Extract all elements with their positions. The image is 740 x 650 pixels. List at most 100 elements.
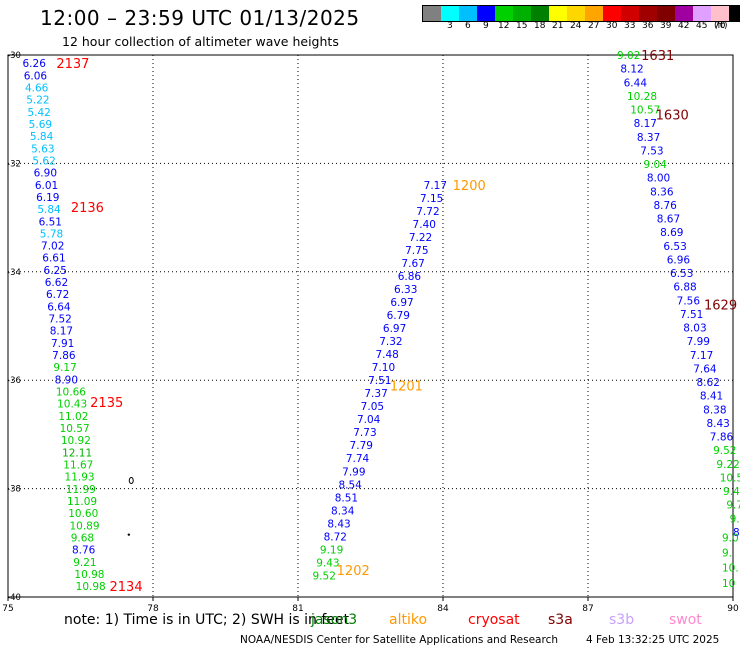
swh-value: 11.93 xyxy=(65,472,95,484)
swh-value: 5.22 xyxy=(26,95,49,107)
swh-value: 8.17 xyxy=(50,326,73,338)
swh-value: 5.84 xyxy=(30,131,54,143)
swh-value: 7.22 xyxy=(409,232,432,244)
swh-value: 7.02 xyxy=(41,241,64,253)
swh-value: 5.84 xyxy=(37,204,61,216)
pass-time-label: 1201 xyxy=(390,380,423,395)
swh-value: 6.72 xyxy=(46,289,69,301)
legend-label: 24 xyxy=(570,21,582,31)
swh-value: 8.69 xyxy=(660,227,683,239)
legend-label: 42 xyxy=(678,21,690,31)
lat-tick-label: -36 xyxy=(7,376,21,386)
satellite-legend-cryosat: cryosat xyxy=(468,612,520,628)
legend-swatch xyxy=(441,6,459,21)
swh-value: 8.77 xyxy=(733,527,740,539)
swh-value: 6.26 xyxy=(23,58,47,70)
swh-value: 10.57 xyxy=(60,423,90,435)
swh-value: 7.73 xyxy=(353,427,376,439)
swh-value: 7.72 xyxy=(416,206,439,218)
swh-value: 6.90 xyxy=(34,168,57,180)
swh-value: 9.52 xyxy=(713,445,736,457)
satellite-legend-altiko: altiko xyxy=(389,612,428,628)
legend-swatch xyxy=(639,6,657,21)
swh-value: 6.86 xyxy=(398,271,422,283)
swh-value: 7.37 xyxy=(364,388,387,400)
swh-value: 6.06 xyxy=(24,70,48,82)
swh-value: 9.68 xyxy=(71,533,94,545)
footer-timestamp: 4 Feb 13:32:25 UTC 2025 xyxy=(586,634,720,646)
legend-unit: (ft) xyxy=(714,21,728,31)
swh-value: 7.91 xyxy=(51,338,74,350)
swh-value: 7.10 xyxy=(372,362,395,374)
swh-value: 6.51 xyxy=(39,216,62,228)
footer-credit: NOAA/NESDIS Center for Satellite Applica… xyxy=(240,634,558,646)
legend-swatch xyxy=(567,6,585,21)
swh-value: 9.52 xyxy=(313,570,336,582)
swh-value-edge: 9. xyxy=(722,548,732,560)
legend-label: 45 xyxy=(696,21,708,31)
swh-value: 7.51 xyxy=(680,309,703,321)
pass-time-label: 2136 xyxy=(71,201,104,216)
swh-value: 7.74 xyxy=(346,453,370,465)
footer-note: note: 1) Time is in UTC; 2) SWH is in fe… xyxy=(64,612,350,628)
swh-value: 9.00 xyxy=(730,513,740,525)
swh-value: 9.21 xyxy=(73,557,96,569)
satellite-legend-s3a: s3a xyxy=(548,612,573,628)
swh-value: 7.32 xyxy=(379,336,402,348)
swh-value: 10.98 xyxy=(74,569,104,581)
swh-value: 9.47 xyxy=(723,486,740,498)
swh-value: 9.02 xyxy=(617,50,640,62)
swh-value: 8.72 xyxy=(324,531,347,543)
legend-swatch xyxy=(477,6,495,21)
swh-value: 8.43 xyxy=(327,518,350,530)
swh-value: 6.53 xyxy=(670,268,693,280)
lat-tick-label: -32 xyxy=(7,159,21,169)
swh-value: 6.96 xyxy=(667,254,691,266)
swh-value: 11.67 xyxy=(63,460,93,472)
pass-time-label: 2137 xyxy=(56,57,89,72)
swh-value: 6.33 xyxy=(394,284,417,296)
swh-value: 7.51 xyxy=(368,375,391,387)
legend-swatch xyxy=(603,6,621,21)
legend-label: 70 xyxy=(714,21,726,31)
swh-value: 6.97 xyxy=(383,323,406,335)
color-legend xyxy=(422,5,740,22)
swh-value: 10.57 xyxy=(630,105,660,117)
legend-label: 9 xyxy=(483,21,489,31)
swh-value: 8.43 xyxy=(706,418,729,430)
legend-label: 6 xyxy=(465,21,471,31)
swh-value: 5.42 xyxy=(27,107,50,119)
satellite-legend-jason3: jason3 xyxy=(311,612,358,628)
lon-tick-label: 90 xyxy=(727,604,739,614)
swh-value: 11.99 xyxy=(66,484,96,496)
legend-label: 39 xyxy=(660,21,672,31)
legend-label: 3 xyxy=(447,21,453,31)
lat-tick-label: -30 xyxy=(7,51,21,61)
swh-value: 6.53 xyxy=(663,241,686,253)
swh-value: 6.01 xyxy=(35,180,58,192)
legend-label: 15 xyxy=(516,21,528,31)
swh-value: 9.22 xyxy=(716,459,739,471)
swh-value: 7.52 xyxy=(48,314,71,326)
pass-time-label: 2134 xyxy=(110,580,143,595)
swh-value: 8.90 xyxy=(55,374,78,386)
lon-tick-label: 81 xyxy=(292,604,303,614)
legend-swatch xyxy=(711,6,729,21)
swh-value: 8.37 xyxy=(637,132,660,144)
swh-value: 7.48 xyxy=(375,349,398,361)
swh-value: 5.78 xyxy=(40,228,63,240)
swh-value: 7.04 xyxy=(357,414,381,426)
swh-value: 9.19 xyxy=(320,544,343,556)
swh-value: 11.09 xyxy=(67,496,97,508)
swh-value: 5.62 xyxy=(32,155,55,167)
swh-value: 6.62 xyxy=(45,277,68,289)
swh-value: 7.17 xyxy=(424,180,447,192)
swh-value: 6.19 xyxy=(36,192,59,204)
legend-swatch xyxy=(621,6,639,21)
swh-value: 7.64 xyxy=(693,363,717,375)
swh-value: 7.86 xyxy=(710,432,734,444)
swh-value: 10.66 xyxy=(56,387,86,399)
swh-value: 7.17 xyxy=(690,350,713,362)
satellite-legend-s3b: s3b xyxy=(609,612,635,628)
legend-label: 30 xyxy=(606,21,618,31)
